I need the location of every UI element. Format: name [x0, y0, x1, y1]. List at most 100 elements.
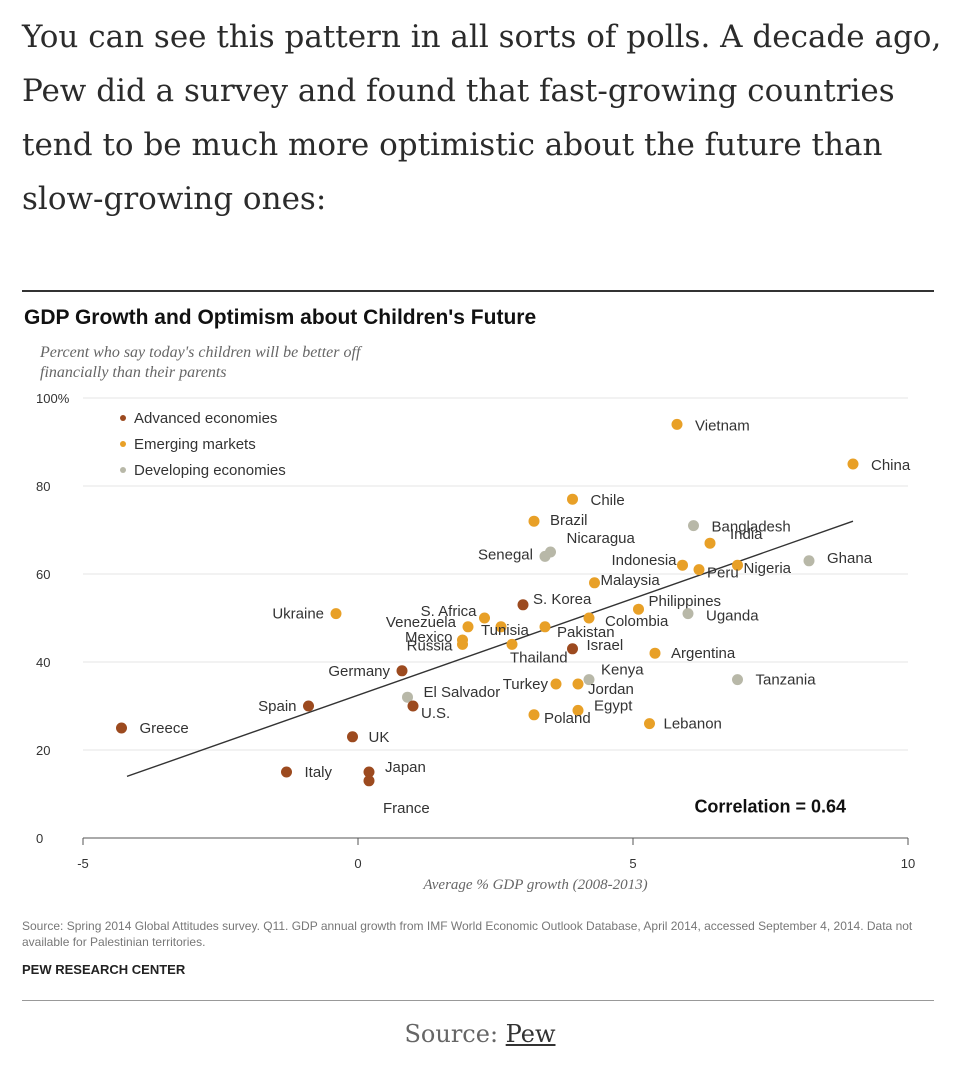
- point-bangladesh: [688, 520, 699, 532]
- label-india: India: [730, 526, 763, 543]
- point-uganda: [682, 608, 694, 620]
- label-mexico: Mexico: [405, 629, 453, 646]
- label-russia: Russia: [407, 637, 454, 654]
- label-venezuela: Venezuela: [386, 614, 457, 631]
- label-kenya: Kenya: [601, 662, 644, 679]
- image-caption: Source: Pew: [0, 1020, 960, 1048]
- label-brazil: Brazil: [550, 512, 588, 529]
- label-uganda: Uganda: [706, 608, 759, 625]
- label-ukraine: Ukraine: [272, 606, 324, 623]
- point-israel: [567, 643, 578, 655]
- y-tick-label: 40: [36, 655, 50, 670]
- legend-item-developing: Developing economies: [120, 457, 286, 483]
- point-thailand: [506, 638, 518, 650]
- point-philippines: [633, 603, 644, 615]
- label-china: China: [871, 457, 911, 474]
- label-poland: Poland: [544, 710, 591, 727]
- point-nigeria: [732, 559, 743, 571]
- trend-line: [126, 520, 854, 778]
- point-colombia: [583, 612, 595, 624]
- point-indonesia: [677, 559, 688, 571]
- x-tick-label: -5: [77, 856, 89, 871]
- point-lebanon: [644, 718, 655, 730]
- scatter-plot: 0 20 40 60 80 100% -5 0 5 10 Average % GDP growth …: [36, 391, 915, 893]
- point-uk: [347, 731, 358, 743]
- label-thailand: Thailand: [510, 649, 568, 666]
- x-tick-label: 0: [354, 856, 361, 871]
- correlation-annotation: Correlation = 0.64: [694, 797, 846, 817]
- point-ukraine: [330, 608, 342, 620]
- point-russia: [457, 638, 468, 650]
- label-argentina: Argentina: [671, 645, 736, 662]
- source-link[interactable]: Pew: [505, 1020, 556, 1048]
- point-india: [704, 537, 716, 549]
- point-argentina: [649, 647, 661, 659]
- label-u-s: U.S.: [421, 705, 450, 722]
- point-pakistan: [539, 621, 551, 633]
- y-tick-label: 60: [36, 567, 50, 582]
- point-spain: [303, 700, 314, 712]
- legend-swatch-developing: [120, 467, 126, 473]
- chart-subtitle: Percent who say today's children will be…: [40, 344, 361, 381]
- point-tanzania: [732, 674, 743, 686]
- legend-label-advanced: Advanced economies: [134, 409, 278, 427]
- point-japan: [363, 766, 375, 778]
- point-chile: [567, 493, 578, 505]
- label-indonesia: Indonesia: [611, 552, 677, 569]
- point-greece: [116, 722, 127, 734]
- label-nicaragua: Nicaragua: [567, 530, 636, 547]
- point-china: [847, 458, 859, 470]
- label-el-salvador: El Salvador: [424, 684, 501, 701]
- label-france: France: [383, 800, 430, 817]
- point-egypt: [572, 704, 584, 716]
- legend-item-emerging: Emerging markets: [120, 431, 286, 457]
- label-s-korea: S. Korea: [533, 591, 592, 608]
- point-vietnam: [671, 418, 683, 430]
- point-senegal: [539, 550, 551, 562]
- legend-swatch-advanced: [120, 415, 126, 421]
- article-paragraph: You can see this pattern in all sorts of…: [22, 19, 942, 217]
- point-brazil: [528, 515, 540, 527]
- label-peru: Peru: [707, 565, 739, 582]
- label-tunisia: Tunisia: [481, 622, 529, 639]
- label-pakistan: Pakistan: [557, 624, 615, 641]
- point-malaysia: [589, 577, 600, 589]
- label-italy: Italy: [305, 764, 333, 781]
- point-poland: [528, 709, 540, 721]
- chart-title: GDP Growth and Optimism about Children's…: [24, 306, 537, 329]
- point-turkey: [550, 678, 562, 690]
- label-ghana: Ghana: [827, 550, 873, 567]
- label-uk: UK: [369, 729, 390, 746]
- label-egypt: Egypt: [594, 697, 633, 714]
- caption-prefix: Source:: [404, 1020, 506, 1048]
- point-france: [363, 775, 375, 787]
- label-chile: Chile: [591, 492, 625, 509]
- chart-legend: Advanced economies Emerging markets Deve…: [120, 405, 286, 483]
- point-italy: [281, 766, 292, 778]
- label-bangladesh: Bangladesh: [712, 519, 791, 536]
- label-tanzania: Tanzania: [756, 672, 817, 689]
- chart-source: Source: Spring 2014 Global Attitudes sur…: [22, 919, 913, 949]
- legend-item-advanced: Advanced economies: [120, 405, 286, 431]
- legend-label-developing: Developing economies: [134, 461, 286, 479]
- point-germany: [396, 665, 408, 677]
- point-kenya: [583, 674, 595, 686]
- label-senegal: Senegal: [478, 546, 533, 563]
- point-jordan: [572, 678, 584, 690]
- label-nigeria: Nigeria: [744, 560, 792, 577]
- point-venezuela: [462, 621, 474, 633]
- point-ghana: [803, 555, 815, 567]
- point-s-korea: [517, 599, 529, 611]
- point-peru: [693, 564, 705, 576]
- label-philippines: Philippines: [649, 593, 722, 610]
- label-turkey: Turkey: [503, 676, 549, 693]
- label-lebanon: Lebanon: [664, 716, 722, 733]
- legend-swatch-emerging: [120, 441, 126, 447]
- label-greece: Greece: [140, 720, 189, 737]
- chart-top-rule: [22, 290, 934, 292]
- y-tick-label: 20: [36, 743, 50, 758]
- label-japan: Japan: [385, 759, 426, 776]
- label-s-africa: S. Africa: [421, 603, 478, 620]
- x-axis-label: Average % GDP growth (2008-2013): [422, 877, 647, 893]
- point-u-s: [407, 700, 419, 712]
